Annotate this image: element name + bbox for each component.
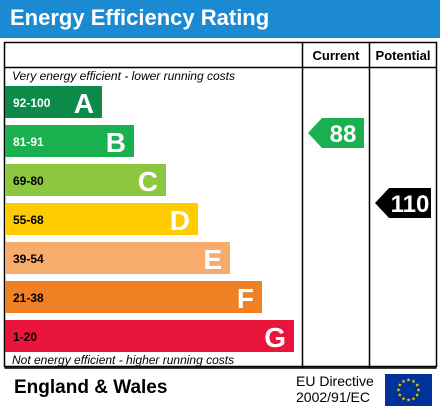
top-note: Very energy efficient - lower running co… <box>12 69 235 83</box>
band-bar-f <box>5 281 262 313</box>
energy-rating-chart: Current Potential Very energy efficient … <box>3 41 438 369</box>
flag-star <box>415 393 420 397</box>
chart-title: Energy Efficiency Rating <box>10 5 270 30</box>
potential-rating-value: 110 <box>391 191 430 218</box>
band-letter: B <box>106 127 126 158</box>
band-range-label: 69-80 <box>13 174 44 188</box>
current-rating-value: 88 <box>330 121 357 148</box>
flag-star <box>397 383 402 387</box>
band-range-label: 39-54 <box>13 252 44 266</box>
flag-star <box>416 388 421 392</box>
band-letter: C <box>138 166 158 197</box>
flag-star <box>396 388 401 392</box>
region-label: England & Wales <box>14 377 168 398</box>
band-range-label: 92-100 <box>13 96 51 110</box>
band-bar-g <box>5 320 294 352</box>
band-letter: E <box>203 244 222 275</box>
column-header-potential: Potential <box>376 48 431 63</box>
band-f: 21-38 F <box>5 281 262 314</box>
eu-flag-icon <box>385 374 432 406</box>
band-range-label: 55-68 <box>13 213 44 227</box>
title-bar: Energy Efficiency Rating <box>0 0 440 38</box>
band-letter: D <box>170 205 190 236</box>
potential-rating-marker <box>375 188 431 218</box>
bottom-note: Not energy efficient - higher running co… <box>12 353 234 367</box>
flag-star <box>397 393 402 397</box>
band-range-label: 1-20 <box>13 330 37 344</box>
band-bar-b <box>5 125 134 157</box>
band-e: 39-54 E <box>5 242 230 275</box>
flag-star <box>411 379 416 383</box>
band-b: 81-91 B <box>5 125 134 158</box>
rating-bands: 92-100 A 81-91 B 69-80 C 55-68 D 39-54 E 21-38 F 1-2… <box>5 86 294 353</box>
directive-line-2: 2002/91/EC <box>296 389 370 405</box>
rating-markers: 88 110 <box>308 118 431 218</box>
column-header-current: Current <box>313 48 361 63</box>
flag-star <box>406 398 411 402</box>
flag-star <box>406 378 411 382</box>
band-letter: G <box>264 322 286 353</box>
band-c: 69-80 C <box>5 164 166 197</box>
directive-line-1: EU Directive <box>296 373 374 389</box>
eu-directive: EU Directive 2002/91/EC <box>296 373 374 405</box>
flag-star <box>415 383 420 387</box>
flag-star <box>411 396 416 401</box>
current-rating-marker <box>308 118 364 148</box>
band-letter: A <box>74 88 94 119</box>
band-bar-a <box>5 86 102 118</box>
band-letter: F <box>237 283 254 314</box>
chart-frame <box>3 41 438 368</box>
band-range-label: 21-38 <box>13 291 44 305</box>
band-bar-e <box>5 242 230 274</box>
flag-star <box>401 396 406 401</box>
band-bar-d <box>5 203 198 235</box>
band-a: 92-100 A <box>5 86 102 119</box>
band-bar-c <box>5 164 166 196</box>
band-g: 1-20 G <box>5 320 294 353</box>
band-d: 55-68 D <box>5 203 198 236</box>
band-range-label: 81-91 <box>13 135 44 149</box>
flag-star <box>401 379 406 383</box>
